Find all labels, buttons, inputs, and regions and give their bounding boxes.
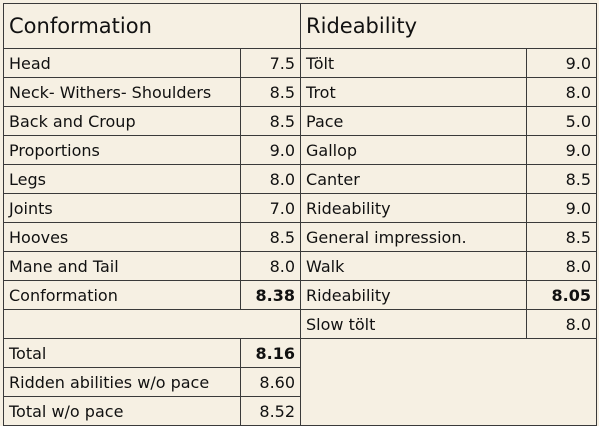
table-row: Mane and Tail 8.0 Walk 8.0 bbox=[3, 251, 598, 281]
conformation-item-score: 7.0 bbox=[239, 193, 302, 223]
conformation-item-score: 7.5 bbox=[239, 48, 302, 78]
rideability-item-score: 9.0 bbox=[526, 193, 598, 223]
rideability-item-score: 5.0 bbox=[526, 106, 598, 136]
score-table: Conformation Rideability Head 7.5 Tölt 9… bbox=[2, 3, 598, 426]
conformation-header: Conformation bbox=[2, 3, 302, 49]
empty-cell bbox=[300, 338, 598, 426]
rideability-item-score: 8.0 bbox=[526, 251, 598, 281]
total-without-pace-label: Total w/o pace bbox=[3, 396, 241, 426]
conformation-item-label: Joints bbox=[3, 193, 241, 223]
rideability-item-score: 8.0 bbox=[526, 77, 598, 107]
slow-tolt-label: Slow tölt bbox=[300, 309, 528, 339]
table-row: Proportions 9.0 Gallop 9.0 bbox=[3, 135, 598, 165]
empty-cell bbox=[2, 309, 302, 339]
rideability-item-label: Gallop bbox=[300, 135, 528, 165]
ridden-abilities-score: 8.60 bbox=[239, 367, 302, 397]
table-row: Back and Croup 8.5 Pace 5.0 bbox=[3, 106, 598, 136]
conformation-item-label: Mane and Tail bbox=[3, 251, 241, 281]
rideability-item-label: Rideability bbox=[300, 193, 528, 223]
conformation-item-label: Hooves bbox=[3, 222, 241, 252]
conformation-item-label: Head bbox=[3, 48, 241, 78]
table-row: Neck- Withers- Shoulders 8.5 Trot 8.0 bbox=[3, 77, 598, 107]
conformation-item-score: 8.5 bbox=[239, 77, 302, 107]
rideability-item-score: 9.0 bbox=[526, 135, 598, 165]
total-without-pace-score: 8.52 bbox=[239, 396, 302, 426]
conformation-subtotal-score: 8.38 bbox=[239, 280, 302, 310]
rideability-item-label: Pace bbox=[300, 106, 528, 136]
rideability-item-score: 8.5 bbox=[526, 164, 598, 194]
table-row: Legs 8.0 Canter 8.5 bbox=[3, 164, 598, 194]
table-row: Hooves 8.5 General impression. 8.5 bbox=[3, 222, 598, 252]
conformation-item-label: Back and Croup bbox=[3, 106, 241, 136]
conformation-item-score: 9.0 bbox=[239, 135, 302, 165]
conformation-item-score: 8.5 bbox=[239, 222, 302, 252]
subtotal-row: Conformation 8.38 Rideability 8.05 bbox=[3, 280, 598, 310]
conformation-item-label: Neck- Withers- Shoulders bbox=[3, 77, 241, 107]
slow-tolt-score: 8.0 bbox=[526, 309, 598, 339]
conformation-item-label: Proportions bbox=[3, 135, 241, 165]
rideability-subtotal-score: 8.05 bbox=[526, 280, 598, 310]
ridden-abilities-label: Ridden abilities w/o pace bbox=[3, 367, 241, 397]
rideability-item-label: General impression. bbox=[300, 222, 528, 252]
conformation-item-score: 8.0 bbox=[239, 251, 302, 281]
rideability-item-label: Canter bbox=[300, 164, 528, 194]
total-row: Ridden abilities w/o pace 8.60 bbox=[3, 367, 597, 397]
total-row: Total 8.16 bbox=[3, 338, 598, 426]
total-label: Total bbox=[3, 338, 241, 368]
rideability-item-score: 9.0 bbox=[526, 48, 598, 78]
header-row: Conformation Rideability bbox=[2, 3, 598, 49]
conformation-item-score: 8.0 bbox=[239, 164, 302, 194]
total-score: 8.16 bbox=[239, 338, 302, 368]
table-row: Joints 7.0 Rideability 9.0 bbox=[3, 193, 598, 223]
rideability-item-label: Trot bbox=[300, 77, 528, 107]
conformation-item-score: 8.5 bbox=[239, 106, 302, 136]
table-row: Head 7.5 Tölt 9.0 bbox=[3, 48, 598, 78]
rideability-item-score: 8.5 bbox=[526, 222, 598, 252]
rideability-item-label: Tölt bbox=[300, 48, 528, 78]
rideability-header: Rideability bbox=[300, 3, 598, 49]
conformation-subtotal-label: Conformation bbox=[3, 280, 241, 310]
conformation-item-label: Legs bbox=[3, 164, 241, 194]
rideability-item-label: Walk bbox=[300, 251, 528, 281]
rideability-subtotal-label: Rideability bbox=[300, 280, 528, 310]
table-row: Slow tölt 8.0 bbox=[2, 309, 598, 339]
